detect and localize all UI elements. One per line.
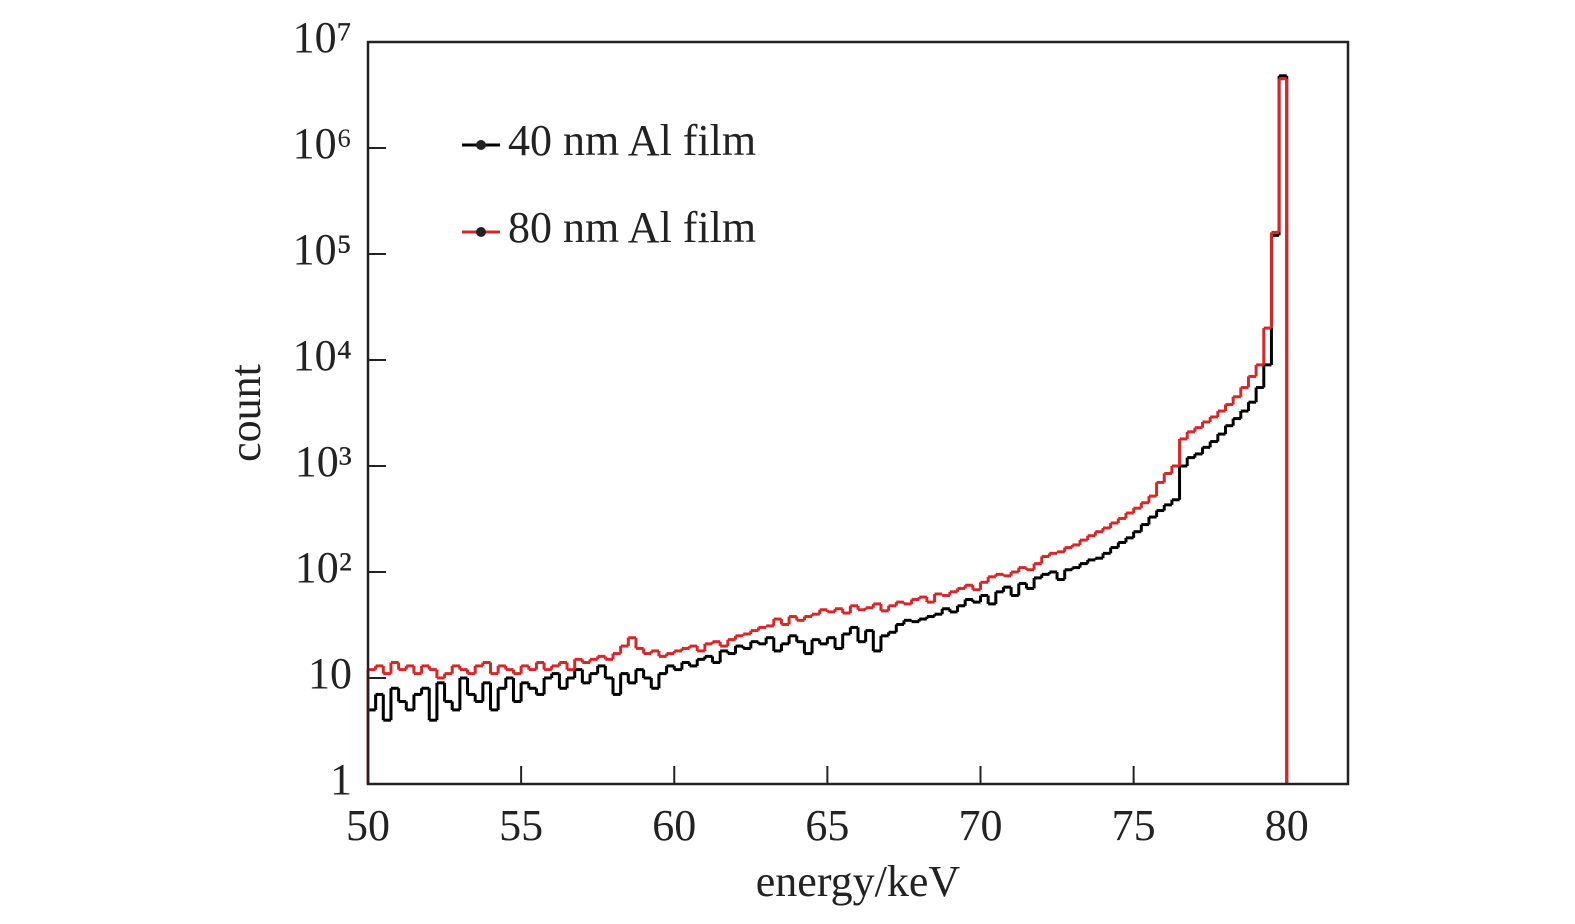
y-axis-label: count [221, 364, 270, 462]
y-tick-label: 10³ [295, 437, 352, 486]
x-tick-label: 70 [959, 801, 1003, 850]
x-tick-label: 80 [1265, 801, 1309, 850]
x-tick-label: 50 [346, 801, 390, 850]
x-tick-label: 75 [1112, 801, 1156, 850]
y-tick-label: 10⁴ [293, 331, 352, 380]
y-tick-label: 10 [308, 649, 352, 698]
x-tick-label: 55 [499, 801, 543, 850]
legend-label: 80 nm Al film [508, 203, 756, 252]
y-tick-label: 1 [330, 755, 352, 804]
y-tick-label: 10⁷ [293, 13, 352, 62]
y-tick-label: 10⁵ [293, 225, 352, 274]
y-tick-label: 10² [295, 543, 352, 592]
y-tick-label: 10⁶ [293, 119, 352, 168]
legend-marker [476, 227, 486, 237]
x-tick-label: 60 [652, 801, 696, 850]
legend-label: 40 nm Al film [508, 116, 756, 165]
x-axis-label: energy/keV [756, 857, 961, 906]
legend-marker [476, 140, 486, 150]
x-tick-label: 65 [805, 801, 849, 850]
plot-frame [366, 40, 1350, 786]
